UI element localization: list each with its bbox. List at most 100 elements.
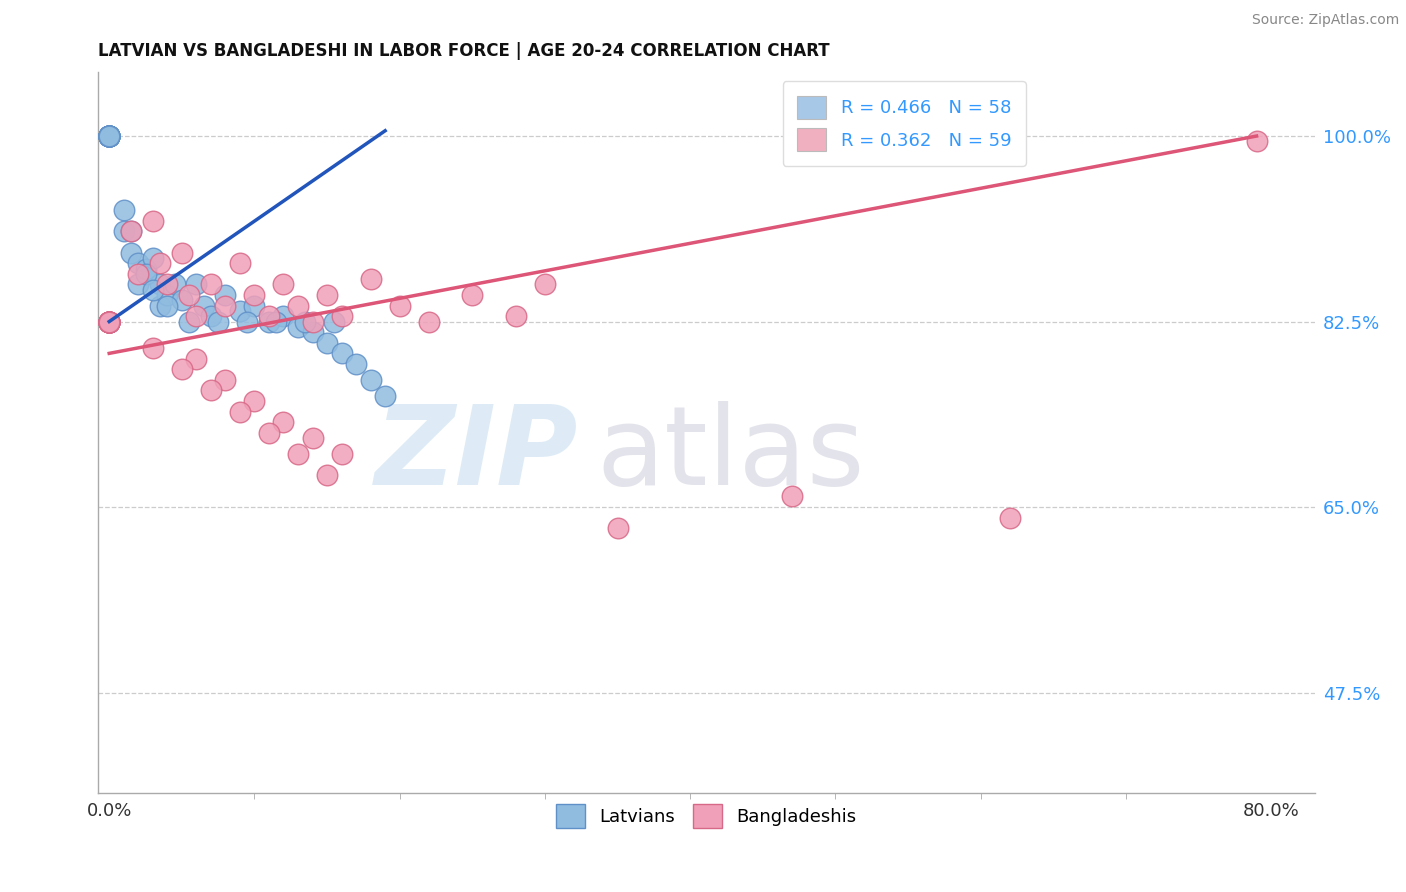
Point [98,129,121,144]
Point [193,299,215,313]
Point [98,129,121,144]
Point [127,277,149,292]
Text: ZIP: ZIP [375,401,578,508]
Point [98,129,121,144]
Point [177,288,200,302]
Point [229,405,252,419]
Point [98,129,121,144]
Point [98,315,121,329]
Point [264,315,287,329]
Point [134,267,156,281]
Point [98,315,121,329]
Point [200,277,222,292]
Point [323,315,346,329]
Point [243,299,266,313]
Point [149,299,172,313]
Point [149,256,172,270]
Point [301,325,323,339]
Point [127,256,149,270]
Point [98,129,121,144]
Point [316,335,339,350]
Point [98,129,121,144]
Point [257,425,280,440]
Point [120,224,142,238]
Point [186,351,208,366]
Point [98,129,121,144]
Point [98,129,121,144]
Text: LATVIAN VS BANGLADESHI IN LABOR FORCE | AGE 20-24 CORRELATION CHART: LATVIAN VS BANGLADESHI IN LABOR FORCE | … [97,42,830,60]
Point [243,394,266,409]
Point [156,288,179,302]
Point [142,341,165,355]
Point [120,224,142,238]
Point [98,315,121,329]
Point [98,129,121,144]
Point [273,415,295,429]
Point [344,357,367,371]
Point [330,447,353,461]
Point [98,129,121,144]
Point [98,315,121,329]
Point [170,293,193,308]
Point [98,315,121,329]
Point [142,283,165,297]
Legend: Latvians, Bangladeshis: Latvians, Bangladeshis [548,797,863,835]
Point [273,310,295,324]
Text: Source: ZipAtlas.com: Source: ZipAtlas.com [1251,13,1399,28]
Point [149,277,172,292]
Point [257,310,280,324]
Point [142,214,165,228]
Point [98,129,121,144]
Point [1246,134,1268,148]
Point [98,315,121,329]
Point [606,521,628,535]
Point [374,389,396,403]
Point [98,315,121,329]
Point [200,384,222,398]
Point [98,129,121,144]
Point [142,251,165,265]
Point [98,315,121,329]
Point [98,315,121,329]
Point [229,304,252,318]
Point [418,315,440,329]
Point [461,288,484,302]
Point [120,245,142,260]
Point [98,315,121,329]
Point [214,299,236,313]
Point [316,468,339,483]
Point [98,315,121,329]
Point [98,315,121,329]
Point [98,129,121,144]
Point [207,315,229,329]
Point [112,203,135,218]
Point [200,310,222,324]
Point [112,224,135,238]
Point [214,373,236,387]
Point [98,315,121,329]
Point [273,277,295,292]
Point [98,129,121,144]
Point [294,315,316,329]
Point [243,288,266,302]
Point [98,129,121,144]
Point [330,310,353,324]
Point [98,129,121,144]
Point [236,315,259,329]
Point [257,315,280,329]
Point [287,299,309,313]
Point [780,490,803,504]
Point [156,299,179,313]
Point [360,373,382,387]
Point [301,315,323,329]
Point [287,447,309,461]
Point [98,315,121,329]
Point [98,129,121,144]
Point [186,310,208,324]
Point [214,288,236,302]
Point [170,245,193,260]
Point [163,277,186,292]
Point [229,256,252,270]
Point [998,510,1021,524]
Point [127,267,149,281]
